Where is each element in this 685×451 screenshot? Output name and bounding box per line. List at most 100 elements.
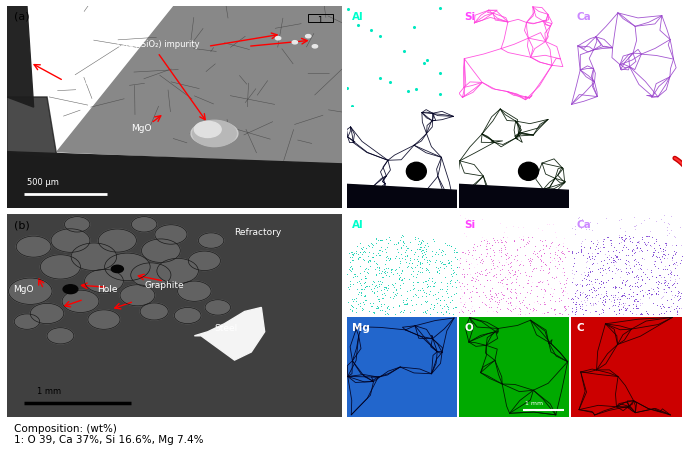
Text: Ca: Ca — [577, 220, 591, 230]
Point — [364, 262, 375, 270]
Point — [646, 292, 657, 299]
Circle shape — [140, 303, 169, 320]
Point — [506, 288, 516, 295]
Point — [634, 238, 645, 245]
Point — [621, 261, 632, 268]
Point — [519, 311, 530, 318]
Point — [396, 234, 407, 241]
Point — [610, 265, 621, 272]
Point — [573, 215, 584, 222]
Point — [638, 256, 649, 263]
Point — [671, 305, 682, 312]
Point — [461, 271, 472, 278]
Point — [440, 260, 451, 267]
Point — [451, 271, 462, 278]
Point — [616, 292, 627, 299]
Point — [385, 294, 396, 301]
Point — [505, 306, 516, 313]
Point — [625, 282, 636, 289]
Point — [423, 277, 434, 284]
Point — [363, 259, 374, 266]
Point — [575, 246, 586, 253]
Point — [449, 253, 460, 261]
Point — [484, 239, 495, 247]
Point — [376, 295, 387, 302]
Point — [440, 308, 451, 315]
Point — [547, 273, 558, 281]
Point — [393, 240, 403, 247]
Point — [614, 299, 625, 306]
Point — [514, 306, 525, 313]
Point — [418, 247, 429, 254]
Point — [432, 300, 443, 308]
Point — [643, 239, 653, 246]
Point — [359, 284, 370, 291]
Point — [511, 290, 522, 297]
Point — [393, 255, 404, 262]
Point — [587, 260, 598, 267]
Point — [383, 240, 394, 247]
Text: O: O — [464, 322, 473, 332]
Point — [511, 303, 522, 310]
Point — [423, 283, 434, 290]
Point — [647, 299, 658, 307]
Point — [648, 249, 659, 256]
Point — [571, 281, 582, 288]
Point — [598, 297, 609, 304]
Point — [484, 300, 495, 308]
Point — [529, 264, 540, 272]
Point — [567, 263, 578, 270]
Point — [603, 267, 614, 274]
Point — [495, 277, 506, 284]
Point — [642, 241, 653, 248]
Point — [636, 248, 647, 255]
Point — [616, 234, 627, 241]
Point — [543, 280, 554, 287]
Point — [664, 269, 675, 276]
Point — [506, 299, 516, 306]
Point — [613, 284, 624, 291]
Point — [616, 235, 627, 242]
Point — [522, 280, 533, 287]
Point — [375, 270, 386, 277]
Circle shape — [155, 225, 187, 244]
Point — [574, 301, 585, 308]
Point — [414, 264, 425, 271]
Point — [393, 302, 404, 309]
Point — [462, 286, 473, 294]
Point — [634, 310, 645, 318]
Point — [636, 266, 647, 273]
Point — [597, 299, 608, 306]
Point — [560, 303, 571, 310]
Point — [649, 287, 660, 295]
Point — [470, 289, 481, 296]
Point — [375, 33, 386, 41]
Point — [420, 309, 431, 316]
Point — [572, 249, 583, 256]
Point — [438, 303, 449, 310]
Point — [489, 239, 500, 246]
Point — [576, 283, 587, 290]
Point — [382, 310, 393, 317]
Point — [580, 302, 591, 309]
Point — [421, 267, 432, 274]
Point — [651, 274, 662, 281]
Point — [534, 277, 545, 285]
Point — [509, 255, 520, 262]
Point — [347, 308, 358, 315]
Text: (a): (a) — [14, 12, 29, 22]
Point — [595, 278, 606, 285]
Point — [630, 310, 641, 318]
Point — [412, 253, 423, 260]
Point — [369, 285, 379, 292]
Point — [541, 277, 552, 284]
Point — [643, 233, 653, 240]
Point — [612, 288, 623, 295]
Point — [535, 267, 546, 274]
Point — [623, 291, 634, 298]
Point — [500, 274, 511, 281]
Point — [543, 281, 553, 288]
Point — [345, 259, 356, 266]
Point — [534, 278, 545, 285]
Point — [428, 282, 439, 290]
